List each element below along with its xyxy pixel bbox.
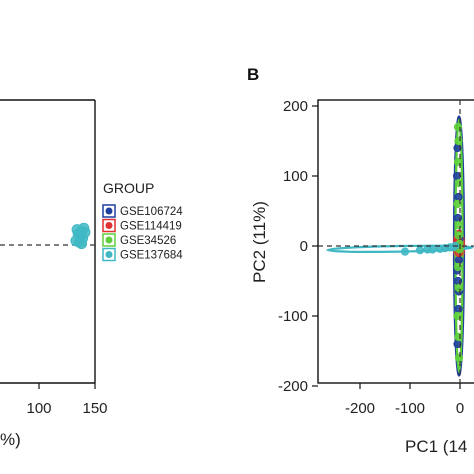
panel-b-data-point: [454, 178, 464, 188]
panel-b-data-point: [454, 255, 464, 265]
panel-a-x-axis-label: %): [0, 430, 21, 449]
panel-b-y-axis-label: PC2 (11%): [250, 201, 269, 283]
panel-a-data-point: [71, 224, 83, 236]
panel-b-data-point: [400, 247, 410, 256]
legend-key-marker: [105, 236, 113, 244]
legend-title: GROUP: [103, 180, 154, 196]
panel-b: B 200 100 0 -100 -200 -200 -100 0 PC2 (11%) PC…: [247, 65, 474, 456]
panel-b-label: B: [247, 65, 259, 84]
panel-b-x-ticks: -200 -100 0: [345, 383, 464, 417]
legend-entry-label: GSE114419: [120, 221, 182, 233]
panel-b-data-point: [454, 192, 463, 202]
panel-b-frame: [317, 99, 474, 384]
panel-b-data-point: [454, 304, 463, 314]
panel-b-data-point: [454, 231, 463, 240]
panel-b-data-point: [454, 332, 463, 342]
panel-b-data-point: [453, 199, 462, 209]
panel-b-x-tick-label: -100: [395, 400, 425, 417]
legend-key-marker: [105, 222, 113, 229]
panel-b-y-tick-label: -200: [278, 378, 308, 395]
legend-entries: GSE106724 GSE114419 GSE34526 GSE137684: [102, 204, 183, 262]
legend: GROUP GSE106724 GSE114419 GSE34526 GSE13768…: [102, 180, 183, 262]
panel-a-x-ticks: 100 150: [26, 383, 108, 417]
panel-b-data-point: [453, 311, 462, 321]
panel-a: 100 150 %): [0, 99, 108, 449]
legend-key-marker: [105, 207, 113, 215]
panel-b-data-point: [423, 245, 432, 254]
panel-b-x-axis-label: PC1 (14: [405, 437, 467, 456]
panel-b-y-tick-label: 200: [283, 98, 308, 115]
panel-a-data-point: [76, 238, 88, 250]
panel-b-y-tick-label: 100: [283, 168, 308, 185]
panel-b-y-tick-label: -100: [278, 308, 308, 325]
panel-b-x-tick-label: 0: [456, 400, 464, 417]
panel-b-y-tick-label: 0: [300, 238, 308, 255]
panel-a-points: [70, 222, 91, 250]
panel-b-data-point: [454, 136, 463, 146]
legend-entry-label: GSE106724: [120, 206, 183, 218]
panel-b-x-tick-label: -200: [345, 400, 375, 417]
panel-b-data-point: [454, 283, 464, 293]
panel-b-data-point: [454, 353, 464, 363]
legend-entry-label: GSE34526: [120, 235, 176, 247]
panel-b-y-ticks: 200 100 0 -100 -200: [278, 98, 318, 395]
panel-a-x-tick-label: 150: [82, 400, 107, 417]
legend-key-marker: [105, 251, 113, 258]
panel-b-data-point: [454, 220, 463, 230]
panel-b-data-point: [435, 244, 445, 253]
panel-b-data-point: [415, 246, 425, 255]
legend-entry-label: GSE137684: [120, 250, 183, 262]
panel-a-x-tick-label: 100: [26, 400, 51, 417]
